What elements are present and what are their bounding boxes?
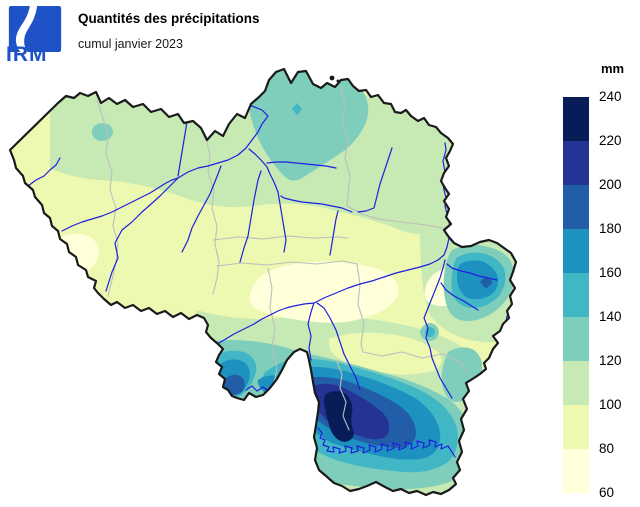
irm-logo-emblem: [8, 6, 62, 52]
precip-zone-180-200-fagnes-spot: [480, 276, 493, 289]
legend-band-200-220: [563, 141, 589, 185]
legend-band-100-120: [563, 361, 589, 405]
river-yser: [27, 157, 61, 187]
legend-unit-label: mm: [601, 61, 625, 76]
rivers: [27, 102, 508, 458]
river-sambre: [213, 302, 315, 347]
legend-label-140: 140: [599, 309, 622, 324]
legend-label-60: 60: [599, 485, 615, 500]
river-dijle: [266, 166, 287, 253]
legend-label-80: 80: [599, 441, 615, 456]
legend-band-120-140: [563, 317, 589, 361]
river-ambleve: [440, 282, 479, 311]
legend-band-80-100: [563, 405, 589, 449]
river-ghent-canal: [177, 119, 188, 177]
river-scheldt: [105, 102, 269, 292]
river-gete: [329, 210, 339, 256]
legend-band-180-200: [563, 185, 589, 229]
river-lys: [61, 177, 179, 232]
river-semois: [317, 427, 456, 458]
irm-logo-text: IRM: [6, 43, 48, 66]
precip-zone-80-100-famenne: [328, 332, 442, 375]
legend-label-160: 160: [599, 265, 622, 280]
precip-zone-120-140-kempen: [245, 69, 369, 181]
river-demer-east: [357, 147, 393, 213]
irm-logo: [8, 6, 70, 68]
irm-logo-right-shape: [24, 6, 62, 52]
legend-label-240: 240: [599, 89, 622, 104]
legend-label-200: 200: [599, 177, 622, 192]
legend-label-220: 220: [599, 133, 622, 148]
legend-band-160-180: [563, 229, 589, 273]
river-senne: [239, 170, 262, 263]
river-lesse: [316, 302, 361, 391]
legend-label-180: 180: [599, 221, 622, 236]
legend-band-60-80: [563, 449, 589, 493]
precip-zone-120-140-bastogne: [441, 347, 483, 402]
province-borders: [96, 85, 469, 431]
precip-zone-180-200-botte-tip: [225, 374, 245, 395]
irm-logo-left-shape: [8, 6, 30, 52]
baarle-hertog-enclaves: [329, 75, 340, 83]
legend-color-bar: [563, 97, 589, 493]
legend-label-120: 120: [599, 353, 622, 368]
river-demer: [280, 195, 353, 213]
legend-band-140-160: [563, 273, 589, 317]
river-ourthe: [423, 259, 453, 399]
legend-band-220-240: [563, 97, 589, 141]
river-dender: [181, 165, 222, 253]
river-rupel: [248, 148, 268, 168]
precip-zone-140-160-kempen-spot: [292, 103, 302, 115]
legend-label-100: 100: [599, 397, 622, 412]
river-vesdre: [446, 263, 498, 281]
precip-zone-220-240-core: [324, 391, 354, 442]
page-subtitle: cumul janvier 2023: [78, 37, 183, 51]
page-title: Quantités des précipitations: [78, 11, 260, 26]
precip-zone-160-180-fagnes-core: [457, 260, 499, 300]
river-nete: [266, 161, 337, 169]
